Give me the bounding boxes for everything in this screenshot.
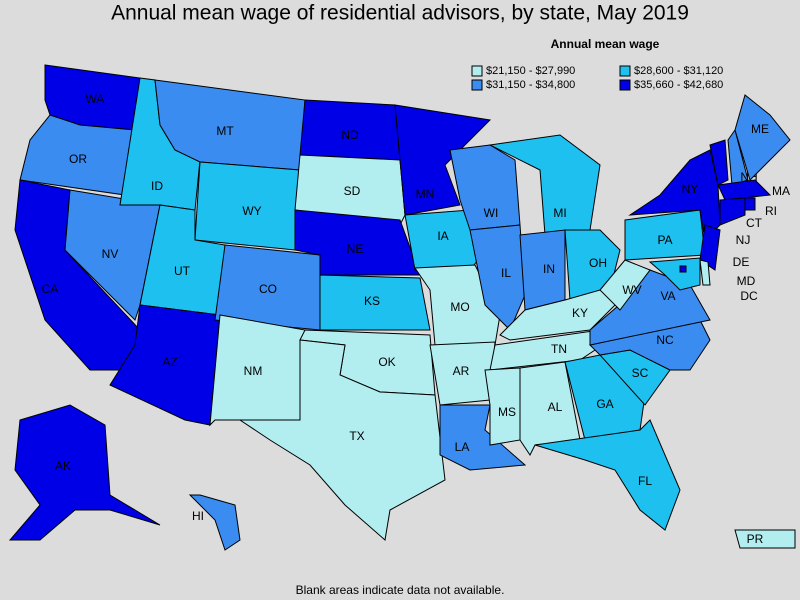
- state-shape: [599, 259, 651, 311]
- state-shape: [699, 224, 721, 271]
- state-label: TN: [551, 342, 567, 356]
- state-label: CT: [746, 216, 763, 230]
- state-label: IL: [501, 266, 511, 280]
- state-label: WY: [242, 204, 261, 218]
- state-label: PR: [747, 532, 764, 546]
- state-shape: [648, 257, 701, 291]
- state-shape: [679, 265, 687, 273]
- state-label: NY: [682, 182, 699, 196]
- state-label: MD: [737, 274, 756, 288]
- state-label: LA: [455, 440, 470, 454]
- state-label: OH: [589, 256, 607, 270]
- state-shape: [744, 197, 756, 211]
- state-label: MI: [553, 206, 566, 220]
- state-shape: [319, 274, 431, 331]
- state-shape: [734, 529, 796, 549]
- states: WA OR CA NV ID MT WY UT AZ CO NM ND SD NE KS OK TX MN IA MO…: [8, 64, 796, 551]
- state-label: DC: [740, 289, 758, 303]
- state-label: NC: [656, 333, 674, 347]
- state-label: AK: [55, 459, 71, 473]
- state-label: CO: [259, 282, 277, 296]
- state-label: OR: [69, 152, 87, 166]
- state-label: AL: [548, 400, 563, 414]
- state-shape: [727, 128, 749, 186]
- legend-swatch: [471, 79, 483, 91]
- legend-label: $35,660 - $42,680: [634, 79, 723, 91]
- state-label: TX: [349, 429, 364, 443]
- state-label: MS: [498, 405, 516, 419]
- state-shape: [394, 104, 492, 216]
- state-shape: [238, 339, 446, 541]
- state-label: SD: [344, 184, 361, 198]
- state-label: ND: [341, 128, 359, 142]
- legend-label: $28,600 - $31,120: [634, 65, 723, 77]
- state-label: KS: [364, 294, 380, 308]
- legend-title: Annual mean wage: [551, 37, 660, 51]
- note: Blank areas indicate data not available.: [296, 583, 505, 597]
- state-shape: [484, 367, 521, 446]
- title: Annual mean wage of residential advisors…: [111, 2, 689, 25]
- state-shape: [294, 154, 406, 226]
- state-label: IA: [437, 229, 448, 243]
- state-label: NM: [244, 364, 263, 378]
- state-label: RI: [765, 204, 777, 218]
- state-label: NV: [102, 247, 119, 261]
- state-label: WI: [484, 206, 499, 220]
- state-label: CA: [42, 282, 59, 296]
- state-shape: [8, 404, 161, 541]
- state-label: WA: [86, 92, 105, 106]
- state-label: SC: [632, 366, 649, 380]
- legend: $21,150 - $27,990 $28,600 - $31,120 $31,15…: [471, 65, 723, 91]
- state-label: OK: [378, 355, 395, 369]
- state-shape: [734, 94, 791, 181]
- state-label: NE: [347, 242, 364, 256]
- state-shape: [469, 224, 526, 331]
- state-label: VA: [660, 289, 675, 303]
- state-label: GA: [596, 397, 613, 411]
- state-label: ME: [751, 122, 769, 136]
- state-label: MA: [772, 184, 790, 198]
- state-shape: [719, 197, 746, 226]
- state-label: HI: [192, 509, 204, 523]
- state-label: WV: [622, 283, 641, 297]
- state-label: MO: [450, 300, 469, 314]
- state-label: UT: [174, 264, 191, 278]
- state-label: FL: [638, 474, 652, 488]
- state-shape: [564, 354, 646, 441]
- state-shape: [188, 494, 241, 551]
- state-label: ID: [151, 179, 163, 193]
- state-label: DE: [733, 255, 750, 269]
- legend-label: $31,150 - $34,800: [486, 79, 575, 91]
- state-label: AZ: [162, 355, 177, 369]
- legend-swatch: [471, 65, 483, 77]
- state-label: NJ: [736, 233, 751, 247]
- state-shape: [709, 139, 729, 186]
- legend-swatch: [619, 79, 631, 91]
- state-label: PA: [657, 233, 672, 247]
- state-label: MN: [416, 187, 435, 201]
- state-label: IN: [543, 262, 555, 276]
- state-label: AR: [453, 364, 470, 378]
- state-shape: [589, 319, 711, 371]
- state-shape: [534, 419, 681, 531]
- legend-swatch: [619, 65, 631, 77]
- state-shape: [717, 179, 772, 201]
- state-shape: [699, 259, 711, 286]
- state-label: MT: [216, 124, 234, 138]
- state-label: KY: [572, 306, 588, 320]
- legend-label: $21,150 - $27,990: [486, 65, 575, 77]
